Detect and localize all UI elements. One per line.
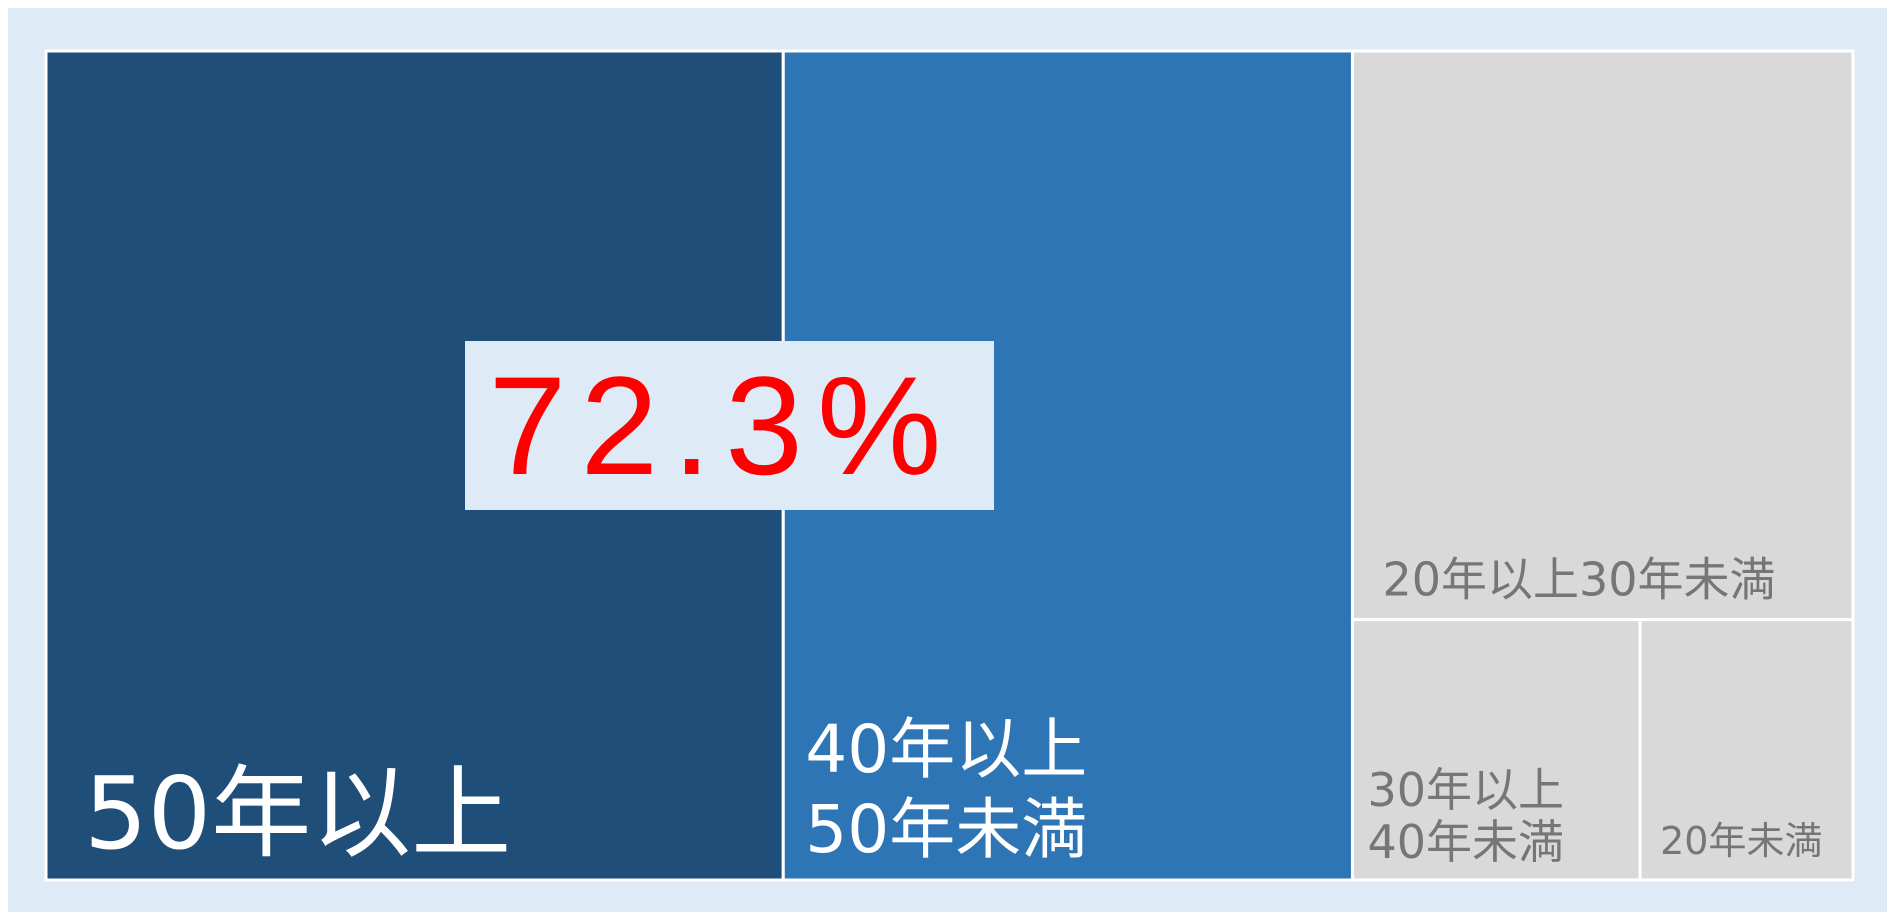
tile [1350, 49, 1855, 622]
tile-label: 50年以上 [84, 755, 511, 872]
tile [1638, 618, 1855, 882]
tile-label: 20年以上30年未満 [1382, 553, 1775, 607]
tile-label: 20年未満 [1660, 819, 1822, 863]
tile-label: 40年以上 50年未満 [805, 711, 1087, 868]
annotation-box [465, 341, 994, 510]
tile [1350, 618, 1642, 882]
annotation: 72.3% [489, 347, 956, 504]
tile-label: 30年以上 40年未満 [1367, 763, 1564, 869]
